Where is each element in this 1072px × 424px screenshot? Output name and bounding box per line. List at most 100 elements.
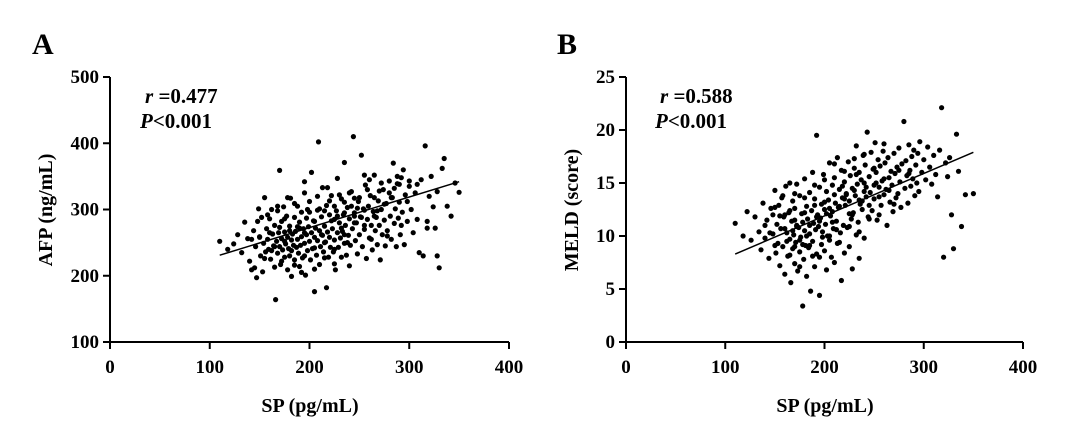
panel-a-data-point	[293, 244, 300, 250]
panel-a-data-point	[321, 255, 328, 261]
panel-b-data-point	[792, 217, 798, 223]
panel-a-x-axis-title: SP (pg/mL)	[261, 395, 358, 417]
panel-b-data-point	[931, 152, 937, 158]
panel-a-data-point	[331, 203, 337, 209]
panel-b-data-point	[792, 261, 798, 267]
panel-a-data-point	[308, 169, 315, 175]
panel-a-data-point	[272, 244, 278, 250]
panel-a-data-point	[344, 240, 350, 246]
panel-a-data-point	[242, 219, 248, 225]
panel-a-data-point	[392, 206, 398, 212]
panel-a-data-point	[402, 192, 408, 198]
panel-b-p-value: <0.001	[668, 109, 727, 133]
panel-b-data-point	[797, 249, 803, 255]
panel-b-data-point	[859, 206, 865, 213]
panel-b-data-point	[766, 255, 772, 261]
panel-b-data-point	[823, 188, 830, 195]
panel-b-data-point	[833, 227, 840, 233]
panel-b-data-point	[846, 223, 852, 230]
panel-a-data-point	[303, 215, 310, 221]
panel-a-y-tick-label: 300	[71, 200, 100, 221]
panel-b-data-point	[794, 181, 800, 187]
panel-b-data-point	[809, 208, 815, 214]
panel-a-data-point	[338, 254, 344, 260]
panel-b-data-point	[744, 209, 750, 215]
panel-a-data-point	[269, 206, 275, 213]
panel-a-data-point	[326, 212, 333, 218]
panel-b-data-point	[953, 131, 960, 137]
panel-b-data-point	[791, 232, 797, 238]
panel-a-data-point	[285, 234, 291, 240]
panel-b-data-point	[902, 185, 908, 191]
panel-b-data-point	[913, 162, 919, 168]
panel-b-data-point	[851, 156, 857, 162]
panel-a-data-point	[377, 257, 383, 263]
panel-a-data-point	[318, 232, 325, 238]
panel-b-data-point	[864, 129, 870, 135]
panel-a-data-point	[358, 152, 364, 158]
panel-a-data-point	[365, 203, 371, 209]
panel-a-data-point	[254, 275, 260, 281]
panel-b-data-point	[866, 216, 872, 222]
panel-a-data-point	[288, 248, 295, 254]
panel-b-data-point	[846, 244, 852, 250]
panel-a-data-point	[368, 222, 374, 228]
panel-a-data-point	[414, 216, 420, 222]
panel-a-data-point	[401, 242, 407, 248]
panel-b-data-point	[836, 239, 843, 245]
panel-b-data-point	[732, 220, 738, 226]
panel-b-data-point	[752, 214, 758, 220]
panel-a-data-point	[260, 269, 266, 275]
panel-a-data-point	[275, 250, 281, 256]
panel-b-data-point	[792, 205, 798, 211]
panel-a-data-point	[331, 261, 337, 267]
panel-b-data-point	[784, 238, 790, 244]
panel-b-data-point	[846, 198, 852, 204]
panel-a-data-point	[307, 257, 314, 263]
panel-a-data-point	[327, 244, 333, 250]
panel-b-data-point	[941, 254, 947, 260]
panel-a-data-point	[301, 240, 308, 246]
panel-a-data-point	[255, 218, 261, 224]
panel-a-data-point	[428, 173, 434, 179]
panel-a-data-point	[302, 272, 309, 278]
panel-a-data-point	[356, 232, 362, 238]
panel-b-data-point	[825, 197, 832, 203]
panel-b-data-point	[876, 194, 882, 200]
panel-a-data-point	[264, 226, 270, 232]
panel-b-data-point	[895, 191, 901, 197]
panel-a-data-point	[398, 175, 404, 181]
panel-b-data-point	[876, 184, 882, 190]
panel-a-data-point	[334, 175, 340, 181]
panel-b-data-point	[875, 157, 881, 163]
panel-a-data-point	[311, 289, 318, 295]
panel-a-data-point	[376, 188, 382, 194]
panel-a-data-point	[404, 218, 410, 224]
panel-b-data-point	[788, 280, 794, 286]
panel-b-data-point	[914, 180, 920, 186]
panel-b-data-point	[867, 189, 873, 196]
panel-a-data-point	[341, 232, 347, 238]
panel-b-data-point	[782, 226, 788, 232]
panel-a: A AFP (ng/mL) SP (pg/mL) r =0.477 P<0.00…	[32, 28, 523, 417]
panel-b-data-point	[826, 237, 833, 243]
panel-b-data-point	[804, 273, 810, 279]
panel-b-data-point	[929, 181, 935, 187]
panel-a-data-point	[319, 185, 326, 191]
panel-a-data-point	[267, 230, 273, 236]
panel-a-data-point	[341, 199, 347, 205]
panel-b-data-point	[822, 221, 829, 227]
panel-b-data-point	[816, 184, 823, 190]
panel-a-data-point	[375, 198, 381, 204]
panel-b-data-point	[797, 193, 803, 199]
panel-a-data-point	[355, 198, 361, 205]
panel-a-data-point	[436, 265, 442, 271]
panel-b-data-point	[886, 175, 892, 181]
panel-a-data-point	[252, 265, 258, 271]
panel-a-data-point	[324, 229, 331, 235]
panel-b-data-point	[764, 217, 770, 223]
panel-b-data-point	[823, 267, 830, 273]
panel-b-data-point	[793, 239, 799, 245]
panel-b-data-point	[776, 202, 782, 208]
panel-b-data-point	[881, 176, 887, 182]
